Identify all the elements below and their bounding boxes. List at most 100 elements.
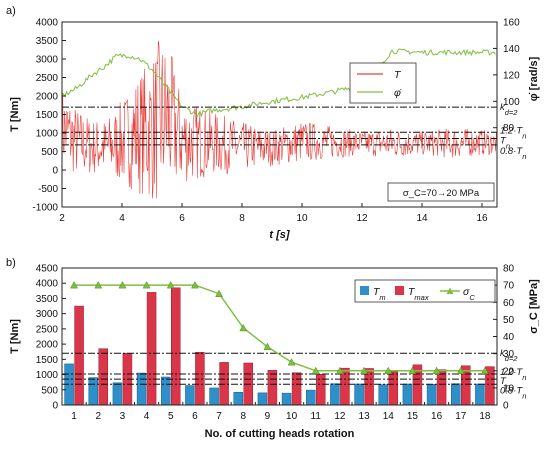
y-tick-label: 1500 — [36, 110, 59, 121]
sigma-point — [215, 289, 224, 297]
y-tick-label: 3500 — [36, 294, 59, 305]
legend-label-tm: Tm — [373, 286, 386, 302]
bar-tm — [185, 385, 195, 406]
bar-tm — [402, 383, 413, 406]
y2-tick-label: 70 — [503, 281, 515, 292]
annotation-text: σ_C=70→20 MPa — [403, 188, 480, 199]
y2-tick-label: 50 — [503, 315, 515, 326]
legend-label-tmax: Tmax — [408, 286, 429, 302]
x-tick-label: 11 — [311, 411, 322, 422]
y-tick-label: 3000 — [36, 309, 59, 320]
y2-tick-label: 30 — [503, 349, 515, 360]
y2-axis-label: σ_C [MPa] — [528, 279, 540, 334]
bar-tmax — [171, 287, 181, 406]
bar-tm — [257, 392, 268, 406]
sigma-point — [287, 358, 296, 366]
bar-tm — [161, 376, 171, 406]
x-tick-label: 4 — [119, 213, 125, 224]
y2-tick-label: 0 — [503, 401, 509, 412]
y-tick-label: 2500 — [36, 73, 59, 84]
bar-tm — [475, 383, 485, 406]
y2-tick-label: 120 — [503, 70, 520, 81]
legend-swatch-tm — [360, 286, 369, 295]
series-sigma-line — [74, 284, 485, 372]
y2-tick-label: 10 — [503, 383, 515, 394]
y2-tick-label: 40 — [503, 332, 515, 343]
bar-tmax — [436, 369, 447, 406]
bar-tm — [88, 377, 98, 406]
bar-tmax — [291, 372, 302, 406]
bar-tmax — [267, 370, 278, 406]
y2-tick-label: 80 — [503, 264, 515, 275]
panel-b: b)kd=21.2·TnTn0.8·Tn05001000150020002500… — [6, 257, 540, 440]
y-tick-label: 2500 — [36, 324, 59, 335]
y2-tick-label: 140 — [503, 44, 520, 55]
bar-tmax — [146, 292, 157, 406]
y-axis-label: T [Nm] — [9, 97, 21, 132]
y-tick-label: 1000 — [36, 370, 59, 381]
y-tick-label: 0 — [52, 166, 58, 177]
x-tick-label: 3 — [120, 411, 126, 422]
y-tick-label: 1000 — [36, 129, 59, 140]
sigma-point — [118, 281, 127, 289]
bar-tmax — [98, 348, 108, 406]
ref-label-0: kd=2 — [500, 348, 518, 363]
bar-tm — [426, 384, 437, 406]
legend-label-phidot: φ̇ — [394, 87, 402, 99]
y-tick-label: 4500 — [36, 264, 59, 275]
x-tick-label: 4 — [144, 411, 150, 422]
ref-label-3: 0.8·Tn — [500, 385, 526, 400]
x-tick-label: 16 — [431, 411, 443, 422]
sigma-point — [432, 366, 441, 374]
x-tick-label: 6 — [179, 213, 185, 224]
sigma-point — [166, 281, 175, 289]
ref-label-1: 1.2·Tn — [500, 367, 526, 382]
sigma-point — [94, 281, 103, 289]
x-tick-label: 14 — [416, 213, 428, 224]
sigma-point — [311, 366, 320, 374]
series-t-line — [61, 40, 498, 199]
x-tick-label: 6 — [192, 411, 198, 422]
y2-tick-label: 100 — [503, 97, 520, 108]
sigma-point — [335, 366, 344, 374]
legend-box — [354, 279, 496, 303]
x-tick-label: 14 — [383, 411, 395, 422]
y2-tick-label: 60 — [503, 298, 515, 309]
y-tick-label: 500 — [41, 385, 58, 396]
x-tick-label: 10 — [286, 411, 298, 422]
y-tick-label: -500 — [38, 184, 58, 195]
sigma-point — [142, 281, 151, 289]
legend: Tφ̇ — [349, 62, 417, 104]
sigma-point — [408, 366, 417, 374]
x-axis-label: No. of cutting heads rotation — [205, 428, 355, 440]
bar-tm — [378, 384, 388, 406]
bar-tmax — [74, 305, 84, 406]
sigma-point — [360, 366, 369, 374]
x-tick-label: 8 — [240, 411, 246, 422]
plot-frame — [61, 21, 498, 208]
y-tick-label: 1500 — [36, 355, 59, 366]
x-tick-label: 2 — [59, 213, 65, 224]
x-tick-label: 9 — [265, 411, 271, 422]
bar-tm — [330, 383, 340, 406]
bar-tm — [354, 383, 364, 406]
x-tick-label: 13 — [359, 411, 371, 422]
ref-label-2: Tn — [500, 376, 510, 391]
sigma-point — [480, 366, 489, 374]
y-tick-label: 2000 — [36, 92, 59, 103]
y-tick-label: 2000 — [36, 340, 59, 351]
legend-label-t: T — [394, 69, 402, 81]
legend-label-sigma: σC — [463, 286, 475, 302]
y2-tick-label: 20 — [503, 366, 515, 377]
y-tick-label: 0 — [52, 401, 58, 412]
sigma-point — [456, 366, 465, 374]
ref-label-1: 1.2·Tn — [500, 125, 526, 140]
bar-tm — [451, 383, 461, 406]
ref-label-3: 0.8·Tn — [500, 146, 526, 161]
x-tick-label: 18 — [479, 411, 491, 422]
bar-tm — [112, 382, 123, 406]
x-tick-label: 12 — [356, 213, 368, 224]
bar-tm — [306, 389, 316, 406]
y-tick-label: 3000 — [36, 55, 59, 66]
